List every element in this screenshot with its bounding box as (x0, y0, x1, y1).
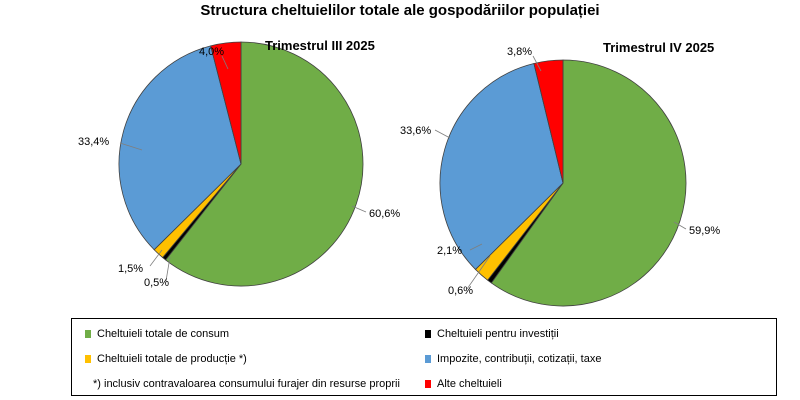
legend-footnote: *) inclusiv contravaloarea consumului fu… (93, 378, 400, 390)
legend-swatch-investitii (425, 330, 431, 338)
label-q4-impozite: 33,6% (400, 125, 432, 137)
pie-q4-leader-impozite (434, 129, 451, 139)
pie-q3-leader-productie (149, 249, 163, 267)
legend-label-investitii: Cheltuieli pentru investiții (437, 328, 559, 340)
label-q4-investitii: 0,6% (448, 285, 474, 297)
pie-q3-slice-alte (210, 41, 242, 165)
pie-q3-leader-investitii (165, 256, 171, 282)
label-q4-consum: 59,9% (689, 225, 721, 237)
legend-item-investitii: Cheltuieli pentru investiții (425, 328, 559, 340)
pie-q4-leader-productie (469, 243, 483, 251)
pie-title-q3: Trimestrul III 2025 (265, 38, 375, 53)
label-q3-alte: 4,0% (199, 46, 225, 58)
pie-q4-slice-impozite (439, 63, 564, 270)
pie-q3-slice-consum (165, 41, 364, 287)
legend-swatch-alte (425, 380, 431, 388)
legend-swatch-impozite (425, 355, 431, 363)
pie-q3-leader-impozite (119, 142, 143, 151)
legend-footnote-text: *) inclusiv contravaloarea consumului fu… (93, 378, 400, 390)
label-q3-investitii: 0,5% (144, 277, 170, 289)
legend-item-alte: Alte cheltuieli (425, 378, 502, 390)
pie-q3-leader-alte (221, 55, 229, 70)
legend-label-productie: Cheltuieli totale de producție *) (97, 353, 247, 365)
pie-q4-slice-consum (490, 59, 687, 307)
legend-swatch-productie (85, 355, 91, 363)
chart-title: Structura cheltuielilor totale ale gospo… (200, 2, 600, 19)
pie-q4-slice-alte (533, 59, 564, 184)
legend: Cheltuieli totale de consum Cheltuieli p… (71, 318, 777, 396)
label-q3-impozite: 33,4% (78, 136, 110, 148)
legend-item-productie: Cheltuieli totale de producție *) (85, 353, 247, 365)
label-q3-consum: 60,6% (369, 208, 401, 220)
legend-label-alte: Alte cheltuieli (437, 378, 502, 390)
pie-q3-slice-impozite (118, 45, 242, 251)
legend-label-consum: Cheltuieli totale de consum (97, 328, 230, 340)
legend-label-impozite: Impozite, contribuții, cotizații, taxe (437, 353, 602, 365)
legend-item-impozite: Impozite, contribuții, cotizații, taxe (425, 353, 601, 365)
pie-charts (118, 41, 687, 307)
legend-item-consum: Cheltuieli totale de consum (85, 328, 229, 340)
label-q4-productie: 2,1% (437, 245, 463, 257)
label-q3-productie: 1,5% (118, 263, 144, 275)
legend-swatch-consum (85, 330, 91, 338)
pie-q4-leader-alte (532, 55, 542, 72)
pie-title-q4: Trimestrul IV 2025 (603, 40, 715, 55)
pie-q4-leader-consum (673, 221, 687, 230)
pie-q3-leader-consum (351, 205, 367, 213)
pie-q4-leader-investitii (466, 255, 491, 290)
label-q4-alte: 3,8% (507, 46, 533, 58)
